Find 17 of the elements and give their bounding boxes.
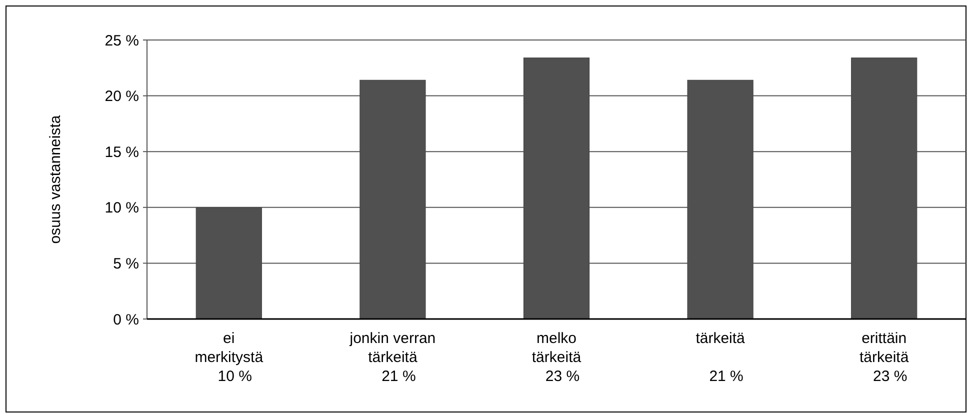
y-tick-label: 0 %: [113, 311, 139, 328]
data-label: 10 %: [218, 368, 252, 385]
x-tick-label: melko tärkeitä: [532, 330, 582, 366]
y-tick-label: 25 %: [104, 32, 139, 50]
y-axis-title: osuus vastanneista: [47, 114, 64, 244]
x-tick-label: ei merkitystä: [194, 330, 264, 366]
y-tick-label: 10 %: [104, 200, 139, 217]
y-tick-label: 20 %: [104, 88, 139, 106]
data-label: 23 %: [545, 368, 580, 385]
data-label: 21 %: [382, 368, 416, 385]
y-tick-label: 5 %: [113, 255, 139, 272]
x-tick-label: tärkeitä: [696, 330, 746, 347]
data-label: 21 %: [709, 368, 744, 385]
data-label: 23 %: [873, 368, 908, 385]
x-tick-label: erittäin tärkeitä: [860, 330, 910, 366]
x-tick-label: jonkin verran tärkeitä: [348, 330, 436, 366]
y-tick-label: 15 %: [104, 144, 139, 161]
